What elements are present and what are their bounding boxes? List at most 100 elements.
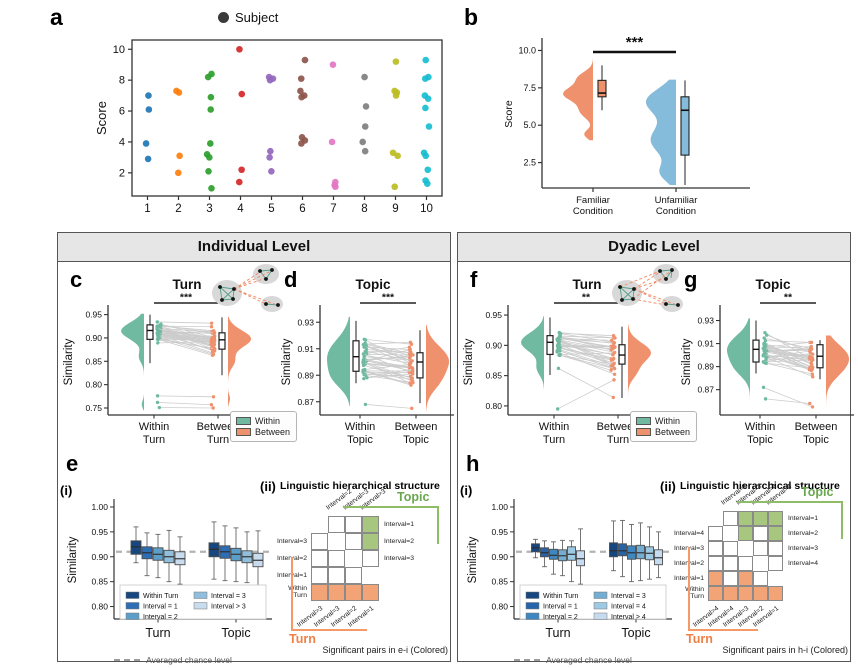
matrix-cell — [708, 526, 723, 541]
panel-h-i-label: (i) — [460, 483, 473, 498]
matrix-cell — [345, 533, 362, 550]
individual-network-icon — [212, 264, 283, 312]
panel-b-violin-plot: 2.55.07.510.0ScoreFamiliarConditionUnfam… — [503, 34, 750, 217]
panel-h-ii-label: (ii) — [660, 479, 676, 494]
dashed-line-icon — [514, 659, 541, 661]
matrix-cell — [708, 541, 723, 556]
matrix-cell — [311, 533, 328, 550]
svg-text:Unfamiliar: Unfamiliar — [655, 195, 698, 206]
subject-legend: Subject — [218, 10, 278, 25]
matrix-cell — [328, 584, 345, 601]
matrix-cell — [362, 584, 379, 601]
svg-text:Within: Within — [345, 421, 376, 433]
svg-text:1.00: 1.00 — [91, 502, 108, 512]
dyadic-network-icon — [612, 264, 683, 312]
chance-level-label: Averaged chance level — [546, 655, 632, 665]
matrix-cell — [345, 584, 362, 601]
within-label: Within — [655, 416, 681, 426]
svg-text:Within Turn: Within Turn — [143, 593, 179, 600]
matrix-cell — [362, 516, 379, 533]
within-label: Within — [255, 416, 281, 426]
panel-c-title: Turn — [172, 277, 202, 292]
svg-text:0.95: 0.95 — [485, 310, 502, 320]
matrix-cell — [768, 526, 783, 541]
turn-bracket — [291, 556, 368, 631]
svg-text:**: ** — [582, 292, 591, 304]
svg-text:Topic: Topic — [347, 434, 373, 446]
svg-text:10: 10 — [420, 203, 433, 215]
svg-text:0.90: 0.90 — [485, 340, 502, 350]
matrix-cell — [328, 550, 345, 567]
panel-d-title: Topic — [355, 277, 391, 292]
subject-legend-label: Subject — [235, 10, 279, 25]
svg-text:0.95: 0.95 — [491, 527, 508, 537]
svg-text:Turn: Turn — [143, 434, 165, 446]
matrix-cell — [738, 586, 753, 601]
svg-text:Interval = 3: Interval = 3 — [611, 593, 646, 600]
svg-text:Interval = 1: Interval = 1 — [143, 604, 178, 611]
matrix-row-label: Interval=4 — [673, 529, 704, 537]
panel-e-letter: e — [66, 451, 79, 476]
dashed-line-icon — [114, 659, 141, 661]
svg-text:***: *** — [180, 292, 193, 304]
svg-text:Within Turn: Within Turn — [543, 593, 579, 600]
svg-text:Topic: Topic — [803, 434, 829, 446]
matrix-cell — [753, 571, 768, 586]
svg-text:6: 6 — [299, 203, 305, 215]
svg-text:***: *** — [382, 292, 395, 304]
svg-text:Topic: Topic — [621, 626, 650, 640]
panel-c-raincloud-plot: 0.750.800.850.900.95Similarity***WithinT… — [63, 292, 256, 446]
svg-text:0.90: 0.90 — [85, 333, 102, 343]
matrix-cell — [753, 586, 768, 601]
svg-text:Interval = 2: Interval = 2 — [143, 614, 178, 621]
subject-dot-icon — [218, 12, 229, 23]
turn-bracket — [688, 547, 758, 631]
svg-text:0.95: 0.95 — [85, 310, 102, 320]
svg-text:Turn: Turn — [607, 434, 629, 446]
matrix-row-label: Interval=3 — [276, 537, 307, 545]
matrix-cell — [708, 571, 723, 586]
panel-d-raincloud-plot: 0.870.890.910.93Similarity***WithinTopic… — [281, 292, 454, 446]
svg-text:5: 5 — [268, 203, 274, 215]
topic-bracket — [736, 501, 843, 539]
dyadic-level-section: Dyadic Level f Turn 0.80 0.85 0.90 0.95 Simi… — [457, 232, 854, 665]
svg-text:Interval > 4: Interval > 4 — [611, 614, 646, 621]
panel-d-letter: d — [284, 267, 298, 292]
matrix-cell — [362, 550, 379, 567]
within-swatch — [636, 417, 651, 425]
svg-text:7: 7 — [330, 203, 336, 215]
turn-axis-label: Turn — [686, 632, 713, 646]
matrix-cell — [738, 556, 753, 571]
matrix-row-label: Interval=1 — [788, 514, 819, 522]
h-ii-title: Linguistic hierarchical structure — [680, 480, 840, 492]
matrix-cell — [708, 556, 723, 571]
svg-text:0.93: 0.93 — [697, 316, 714, 326]
svg-text:0.89: 0.89 — [297, 370, 314, 380]
matrix-cell — [723, 556, 738, 571]
svg-text:Between: Between — [395, 421, 438, 433]
svg-text:Similarity: Similarity — [463, 338, 475, 385]
svg-text:4: 4 — [237, 203, 244, 215]
matrix-cell — [723, 511, 738, 526]
matrix-cell — [738, 511, 753, 526]
svg-text:1.00: 1.00 — [491, 502, 508, 512]
svg-text:Similarity: Similarity — [281, 338, 293, 385]
svg-text:4: 4 — [119, 136, 125, 148]
matrix-cell — [738, 526, 753, 541]
matrix-cell — [311, 584, 328, 601]
matrix-cell — [723, 586, 738, 601]
dyadic-level-header: Dyadic Level — [458, 233, 850, 262]
matrix-row-label: Interval=2 — [788, 529, 819, 537]
svg-text:Interval = 4: Interval = 4 — [611, 604, 646, 611]
svg-text:0.80: 0.80 — [491, 602, 508, 612]
svg-text:2: 2 — [175, 203, 181, 215]
e-ii-title: Linguistic hierarchical structure — [280, 480, 440, 492]
svg-text:Condition: Condition — [656, 206, 696, 217]
svg-text:0.85: 0.85 — [491, 577, 508, 587]
svg-text:Score: Score — [503, 100, 515, 128]
svg-text:Familiar: Familiar — [576, 195, 610, 206]
h-ii-caption: Significant pairs in h-i (Colored) — [722, 645, 848, 655]
within-links — [619, 269, 679, 306]
svg-text:0.80: 0.80 — [485, 401, 502, 411]
topic-axis-label: Topic — [801, 485, 834, 499]
